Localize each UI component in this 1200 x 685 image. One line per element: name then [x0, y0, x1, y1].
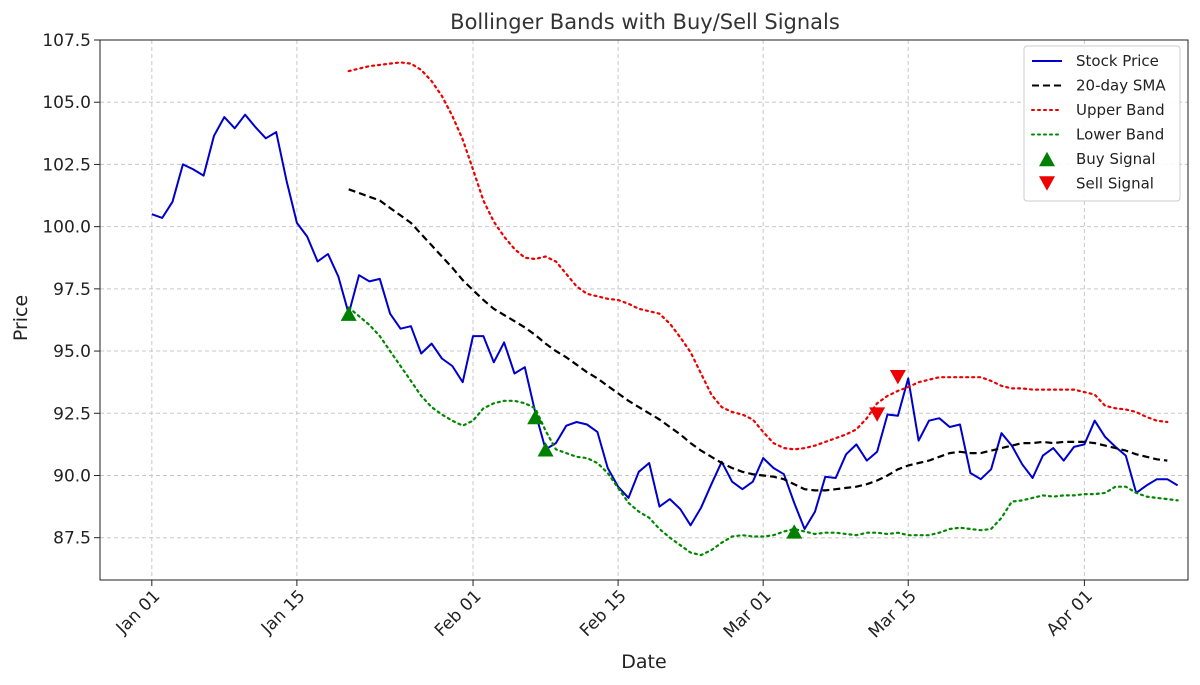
series-layer: [151, 61, 1179, 557]
legend-label: 20-day SMA: [1076, 77, 1166, 95]
legend-item: Upper Band: [1031, 101, 1165, 119]
legend-item: Stock Price: [1032, 52, 1159, 70]
x-tick-label: Jan 01: [112, 586, 165, 639]
buy-signal-marker: [786, 524, 803, 539]
x-tick-label: Feb 15: [576, 586, 631, 641]
y-tick-label: 102.5: [42, 155, 91, 175]
x-tick-label: Mar 15: [865, 586, 921, 642]
y-tick-label: 105.0: [42, 93, 91, 113]
legend: Stock Price 20-day SMA Upper Band Lower Ban…: [1023, 45, 1181, 202]
legend-marker: [1039, 176, 1055, 191]
legend-label: Lower Band: [1076, 126, 1164, 144]
y-tick-label: 87.5: [53, 529, 91, 549]
x-tick-label: Apr 01: [1043, 586, 1097, 640]
chart-title: Bollinger Bands with Buy/Sell Signals: [450, 10, 840, 34]
legend-label: Buy Signal: [1076, 150, 1156, 168]
sell-signal-marker: [869, 407, 886, 422]
x-tick-label: Mar 01: [720, 586, 776, 642]
grid: [100, 39, 1188, 580]
series-20-day-sma: [348, 188, 1168, 492]
y-tick-label: 97.5: [53, 280, 91, 300]
plot-frame: [99, 39, 1189, 581]
legend-box: [1023, 45, 1181, 202]
buy-signal-marker: [527, 409, 544, 425]
legend-label: Upper Band: [1076, 101, 1165, 119]
y-tick-label: 107.5: [42, 31, 91, 51]
legend-item: Buy Signal: [1039, 150, 1156, 168]
legend-label: Sell Signal: [1076, 175, 1154, 193]
buy-signal-marker: [340, 306, 357, 321]
signal-layer: [340, 306, 906, 539]
series-upper-band: [347, 61, 1169, 451]
buy-signal-marker: [537, 442, 554, 457]
series-stock-price: [151, 113, 1179, 530]
legend-label: Stock Price: [1076, 52, 1159, 70]
legend-item: Lower Band: [1031, 126, 1164, 144]
legend-item: Sell Signal: [1039, 175, 1154, 193]
x-axis: Jan 01 Jan 15 Feb 01 Feb 15 Mar 01 Mar 15 Apr …: [112, 580, 1097, 642]
y-axis: 87.5 90.0 92.5 95.0 97.5 100.0 102.5 105.0 107.5: [42, 31, 100, 549]
y-tick-label: 95.0: [53, 342, 91, 362]
y-tick-label: 100.0: [42, 218, 91, 238]
legend-item: 20-day SMA: [1032, 77, 1166, 95]
y-tick-label: 90.0: [53, 466, 91, 486]
x-tick-label: Feb 01: [431, 586, 486, 641]
x-tick-label: Jan 15: [257, 586, 310, 639]
legend-marker: [1039, 151, 1055, 167]
y-axis-title: Price: [10, 295, 32, 341]
y-tick-label: 92.5: [53, 404, 91, 424]
series-lower-band: [347, 306, 1179, 557]
sell-signal-marker: [889, 369, 906, 385]
x-axis-title: Date: [621, 651, 666, 673]
